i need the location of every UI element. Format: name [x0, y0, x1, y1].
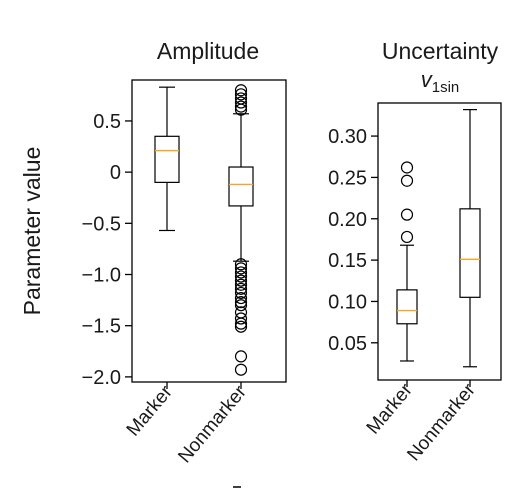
y-axis-ticks: 0.30 0.25 0.20 0.15 0.10 0.05 — [328, 126, 378, 355]
box-iqr — [154, 135, 180, 183]
outlier-point — [234, 312, 248, 325]
y-axis-label: Parameter value — [19, 147, 45, 316]
y-tick-label: 0.20 — [328, 209, 367, 231]
outlier-point — [234, 282, 248, 295]
outlier-point — [234, 262, 248, 275]
panel-title: Amplitude — [157, 38, 259, 64]
y-tick-label: 0.5 — [93, 111, 121, 133]
y-tick-label: 0.25 — [328, 167, 367, 189]
box-iqr — [396, 289, 418, 325]
outlier-point — [234, 296, 248, 309]
outlier-point — [400, 230, 414, 244]
x-tick-label: Marker — [363, 379, 418, 438]
box-marker — [154, 86, 180, 232]
y-tick-label: 0.05 — [328, 333, 367, 355]
outlier-point — [234, 286, 248, 300]
y-tick-label: 0.10 — [328, 291, 367, 313]
outlier-point — [234, 278, 248, 291]
outlier-point — [234, 274, 248, 287]
y-tick-label: −1.5 — [82, 316, 121, 338]
box-nonmarker — [228, 84, 254, 376]
box-nonmarker — [459, 109, 481, 368]
outlier-point — [234, 306, 248, 319]
outlier-point — [400, 174, 414, 187]
outlier-point — [234, 291, 248, 305]
outlier-point — [234, 350, 248, 363]
outlier-point — [234, 320, 248, 333]
panel-subtitle: v1sin — [421, 67, 460, 96]
y-tick-label: 0 — [110, 162, 121, 184]
outlier-point — [234, 88, 248, 101]
y-tick-label: −1.0 — [82, 265, 121, 287]
outlier-point — [400, 161, 414, 174]
outlier-point — [234, 84, 248, 97]
box-group — [396, 109, 481, 368]
outlier-point — [234, 270, 248, 283]
outlier-point — [234, 96, 248, 109]
outlier-point — [234, 363, 248, 376]
y-axis-ticks: 0.5 0 −0.5 −1.0 −1.5 −2.0 — [82, 111, 132, 389]
x-tick-label: Marker — [123, 381, 178, 440]
y-tick-label: −2.0 — [82, 367, 121, 389]
x-tick-label: Nonmarker — [174, 381, 251, 467]
panel-title: Uncertainty — [382, 38, 499, 64]
plot-frame — [131, 79, 287, 383]
plot-frame — [377, 102, 502, 381]
box-group — [154, 84, 254, 376]
y-tick-label: −0.5 — [82, 213, 121, 235]
box-marker — [396, 161, 418, 362]
outlier-point — [234, 299, 248, 312]
box-iqr — [228, 166, 254, 207]
subtitle-main: v — [421, 67, 434, 92]
outlier-point — [234, 317, 248, 330]
subtitle-subscript: 1sin — [432, 79, 460, 96]
y-tick-label: 0.15 — [328, 250, 367, 272]
outlier-point — [234, 266, 248, 279]
outlier-point — [234, 100, 248, 113]
box-iqr — [459, 208, 481, 298]
outlier-point — [400, 208, 414, 221]
panel-amplitude: Amplitude 0.5 0 −0.5 −1.0 −1.5 −2.0 MarkerNon… — [82, 38, 287, 467]
panel-uncertainty: Uncertainty v1sin 0.300.250.200.150.100.… — [328, 38, 502, 465]
outlier-point — [234, 258, 248, 271]
y-tick-label: 0.30 — [328, 126, 367, 148]
outlier-point — [234, 103, 248, 116]
